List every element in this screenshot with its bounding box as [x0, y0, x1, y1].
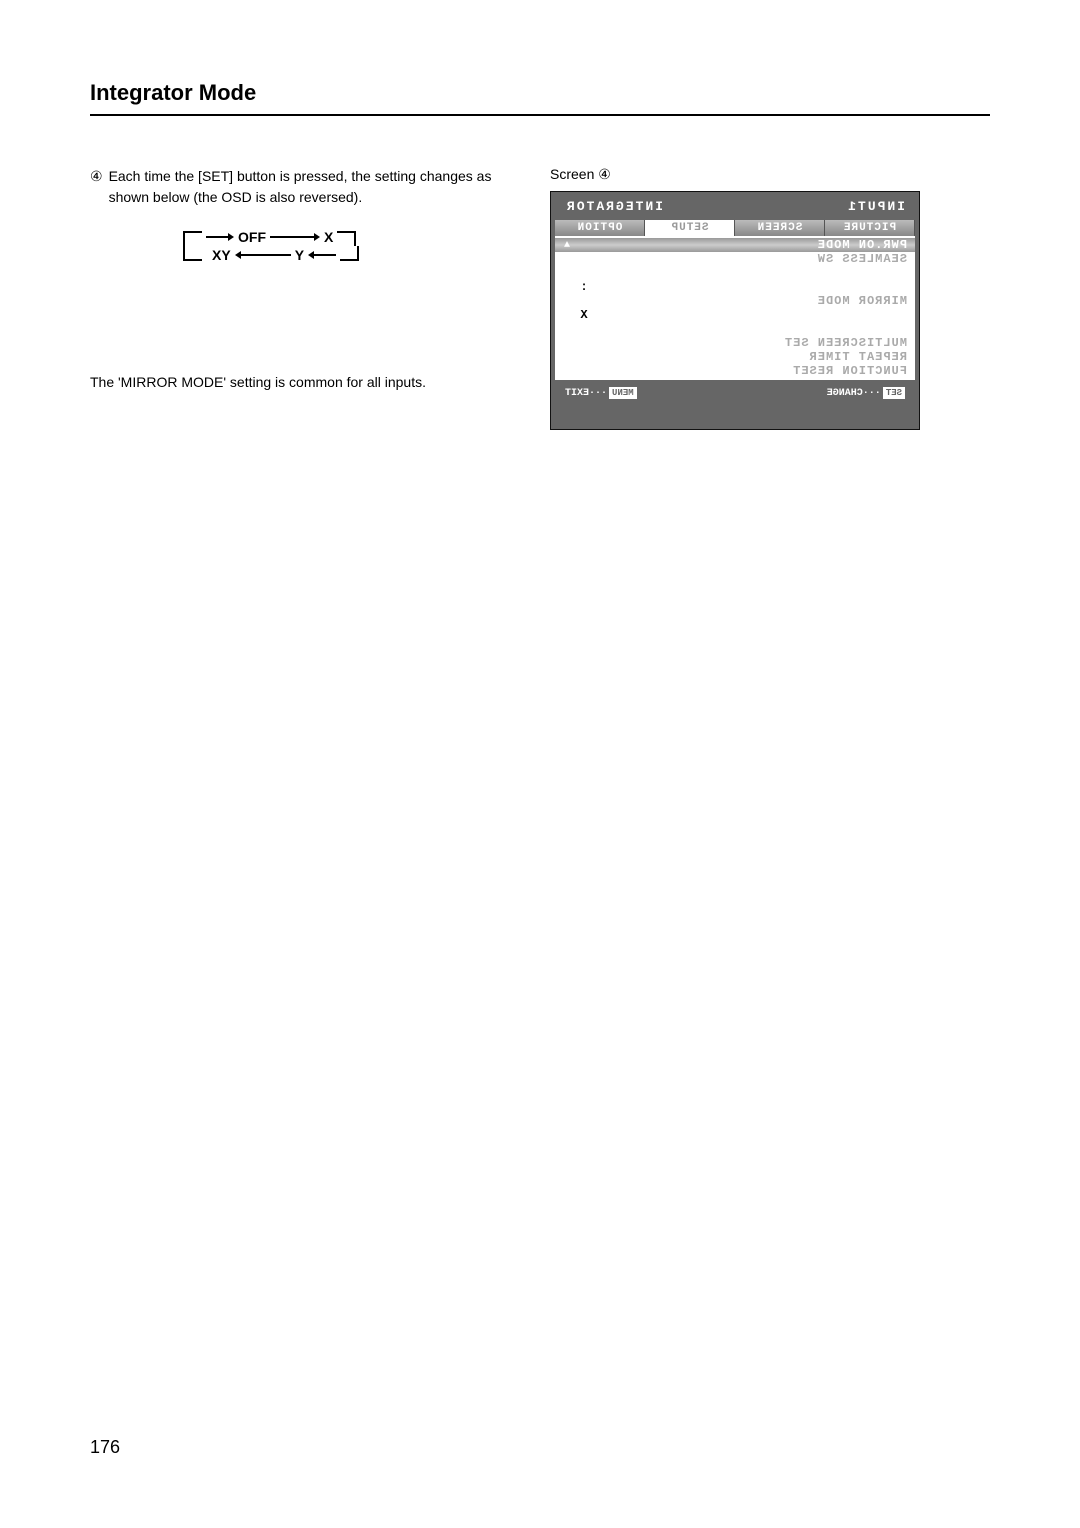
- step-number-glyph: ④: [90, 166, 103, 187]
- content-row: ④ Each time the [SET] button is pressed,…: [90, 166, 990, 430]
- osd-separator: :: [579, 280, 587, 294]
- cycle-bottom-row: XY Y: [180, 246, 510, 264]
- osd-tab-screen: SCREEN: [735, 220, 825, 236]
- osd-item-pwr-on-mode: PWR.ON MODE ▲: [555, 238, 915, 252]
- arrow-right-icon: [270, 232, 320, 242]
- page-number: 176: [90, 1437, 120, 1458]
- section-title: Integrator Mode: [90, 80, 990, 106]
- cycle-corner-top-left-icon: [180, 228, 202, 246]
- osd-menu: PWR.ON MODE ▲ SEAMLESS SW MIRROR MODE : …: [555, 236, 915, 380]
- osd-set-button-icon: SET: [883, 387, 905, 399]
- osd-footer-left: SET···CHANGE: [827, 388, 905, 399]
- osd-item-function-reset: FUNCTION RESET: [555, 364, 915, 378]
- osd-mirror-value: X: [579, 308, 587, 322]
- osd-change-text: ···CHANGE: [827, 388, 881, 399]
- cycle-corner-top-right-icon: [337, 228, 359, 246]
- step-text: ④ Each time the [SET] button is pressed,…: [90, 166, 510, 208]
- screen-label: Screen ④: [550, 166, 970, 183]
- osd-item-label: MIRROR MODE: [817, 294, 907, 308]
- right-column: Screen ④ INPUT1 INTEGRATOR PICTURE SCREE…: [550, 166, 970, 430]
- cycle-corner-bottom-left-icon: [180, 246, 202, 264]
- cycle-corner-bottom-right-icon: [340, 246, 362, 264]
- osd-item-mirror-mode: MIRROR MODE : X: [555, 266, 915, 336]
- title-rule: [90, 114, 990, 116]
- osd-item-multiscreen-set: MULTISCREEN SET: [555, 336, 915, 350]
- osd-header: INPUT1 INTEGRATOR: [555, 197, 915, 220]
- triangle-up-icon: ▲: [563, 240, 570, 251]
- left-column: ④ Each time the [SET] button is pressed,…: [90, 166, 510, 430]
- osd-item-repeat-timer: REPEAT TIMER: [555, 350, 915, 364]
- osd-tab-picture: PICTURE: [825, 220, 915, 236]
- cycle-diagram: OFF X XY Y: [180, 228, 510, 264]
- osd-item-seamless-sw: SEAMLESS SW: [555, 252, 915, 266]
- osd-tab-bar: PICTURE SCREEN SETUP OPTION: [555, 220, 915, 236]
- arrow-right-icon: [206, 232, 234, 242]
- osd-exit-text: ···EXIT: [565, 388, 607, 399]
- osd-screen: INPUT1 INTEGRATOR PICTURE SCREEN SETUP O…: [550, 191, 920, 430]
- cycle-item-y: Y: [295, 247, 304, 263]
- arrow-left-icon: [235, 250, 291, 260]
- osd-tab-setup: SETUP: [645, 220, 735, 236]
- cycle-top-row: OFF X: [180, 228, 510, 246]
- osd-tab-option: OPTION: [555, 220, 645, 236]
- step-body-text: Each time the [SET] button is pressed, t…: [109, 166, 510, 208]
- mirror-mode-note: The 'MIRROR MODE' setting is common for …: [90, 374, 510, 390]
- osd-item-label: PWR.ON MODE: [817, 238, 907, 252]
- osd-footer: SET···CHANGE MENU···EXIT: [555, 380, 915, 399]
- osd-mode-label: INTEGRATOR: [559, 199, 663, 214]
- cycle-item-xy: XY: [212, 247, 231, 263]
- osd-footer-right: MENU···EXIT: [565, 388, 637, 399]
- arrow-left-icon: [308, 250, 336, 260]
- cycle-item-x: X: [324, 229, 333, 245]
- osd-menu-button-icon: MENU: [609, 387, 637, 399]
- cycle-item-off: OFF: [238, 229, 266, 245]
- osd-input-label: INPUT1: [846, 199, 911, 214]
